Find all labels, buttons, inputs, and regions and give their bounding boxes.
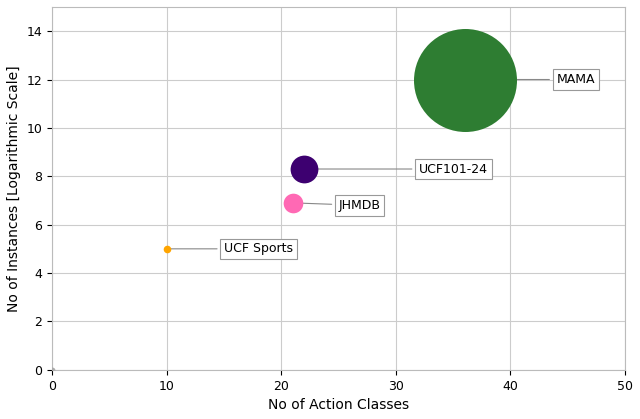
Text: JHMDB: JHMDB — [296, 199, 381, 212]
Y-axis label: No of Instances [Logarithmic Scale]: No of Instances [Logarithmic Scale] — [7, 65, 21, 312]
Point — [460, 76, 470, 83]
Text: UCF Sports: UCF Sports — [170, 242, 293, 255]
Text: UCF101-24: UCF101-24 — [307, 163, 488, 176]
Point — [161, 246, 172, 252]
Point — [287, 199, 298, 206]
X-axis label: No of Action Classes: No of Action Classes — [268, 398, 409, 412]
Point — [47, 367, 57, 373]
Text: MAMA: MAMA — [467, 73, 595, 86]
Point — [299, 166, 309, 172]
